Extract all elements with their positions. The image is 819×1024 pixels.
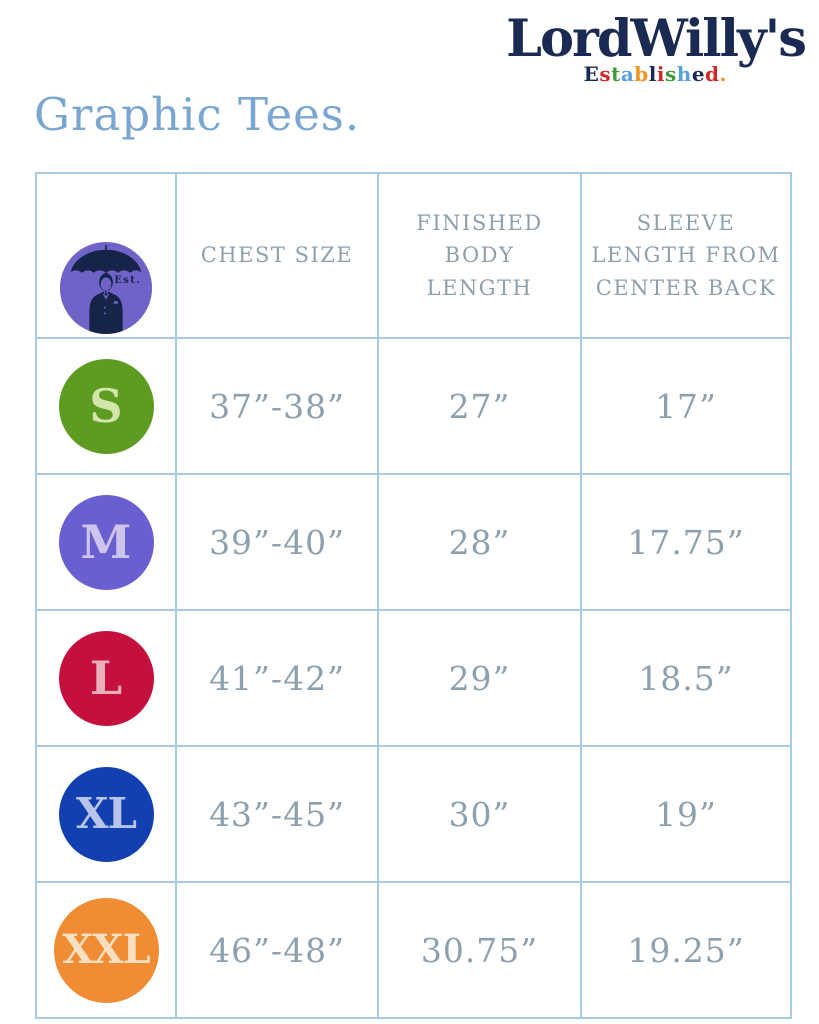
cell-chest-size: 43”-45” [175, 745, 379, 884]
umbrella-man-icon: Est. [57, 207, 155, 335]
cell-sleeve-length: 19” [580, 745, 792, 884]
brand-established-tagline: Established. [506, 62, 805, 86]
size-badge-s: S [58, 358, 154, 454]
table-row-xxl: XXL 46”-48” 30.75” 19.25” [35, 881, 792, 1020]
size-cell: M [35, 473, 177, 612]
size-badge-label: XXL [62, 926, 150, 974]
column-header-chest-size: CHEST SIZE [175, 171, 379, 340]
established-letter: i [656, 62, 665, 86]
cell-finished-body-length: 28” [377, 473, 582, 612]
cell-finished-body-length: 27” [377, 337, 582, 476]
size-badge-xl: XL [58, 766, 154, 862]
established-letter: l [648, 62, 657, 86]
cell-finished-body-length: 30” [377, 745, 582, 884]
cell-sleeve-length: 18.5” [580, 609, 792, 748]
size-badge-label: M [80, 515, 132, 570]
size-badge-label: L [89, 651, 123, 706]
cell-finished-body-length: 29” [377, 609, 582, 748]
established-letter: a [620, 62, 635, 86]
established-letter: b [634, 62, 649, 86]
established-letter: e [691, 62, 706, 86]
cell-sleeve-length: 17” [580, 337, 792, 476]
cell-finished-body-length: 30.75” [377, 881, 582, 1020]
established-letter: s [599, 62, 612, 86]
established-letter: s [665, 62, 677, 86]
established-letter: d [705, 62, 720, 86]
table-row-m: M 39”-40” 28” 17.75” [35, 473, 792, 612]
logo-badge-cell: Est. [35, 171, 177, 340]
size-chart-table: Est. CHEST SIZE FINISHED BODY LENGTH SLE… [35, 171, 792, 1020]
table-header-row: Est. CHEST SIZE FINISHED BODY LENGTH SLE… [35, 171, 792, 340]
cell-chest-size: 39”-40” [175, 473, 379, 612]
table-row-l: L 41”-42” 29” 18.5” [35, 609, 792, 748]
size-cell: XXL [35, 881, 177, 1020]
cell-chest-size: 41”-42” [175, 609, 379, 748]
table-row-xl: XL 43”-45” 30” 19” [35, 745, 792, 884]
size-cell: XL [35, 745, 177, 884]
size-cell: S [35, 337, 177, 476]
size-badge-xxl: XXL [53, 897, 159, 1003]
established-letter: . [719, 62, 727, 86]
brand-header: LordWilly's Established. [506, 9, 807, 87]
brand-wordmark: LordWilly's [506, 9, 807, 69]
page-title: Graphic Tees. [34, 88, 361, 141]
column-header-sleeve-length: SLEEVE LENGTH FROM CENTER BACK [580, 171, 792, 340]
cell-chest-size: 46”-48” [175, 881, 379, 1020]
size-cell: L [35, 609, 177, 748]
column-header-finished-body-length: FINISHED BODY LENGTH [377, 171, 582, 340]
established-letter: t [611, 62, 621, 86]
cell-sleeve-length: 19.25” [580, 881, 792, 1020]
table-row-s: S 37”-38” 27” 17” [35, 337, 792, 476]
established-letter: E [583, 62, 600, 86]
established-letter: h [676, 62, 692, 86]
size-badge-l: L [58, 630, 154, 726]
cell-chest-size: 37”-38” [175, 337, 379, 476]
size-badge-label: XL [75, 789, 137, 839]
size-badge-m: M [58, 494, 154, 590]
cell-sleeve-length: 17.75” [580, 473, 792, 612]
est-label: Est. [114, 275, 141, 286]
size-badge-label: S [89, 379, 123, 434]
